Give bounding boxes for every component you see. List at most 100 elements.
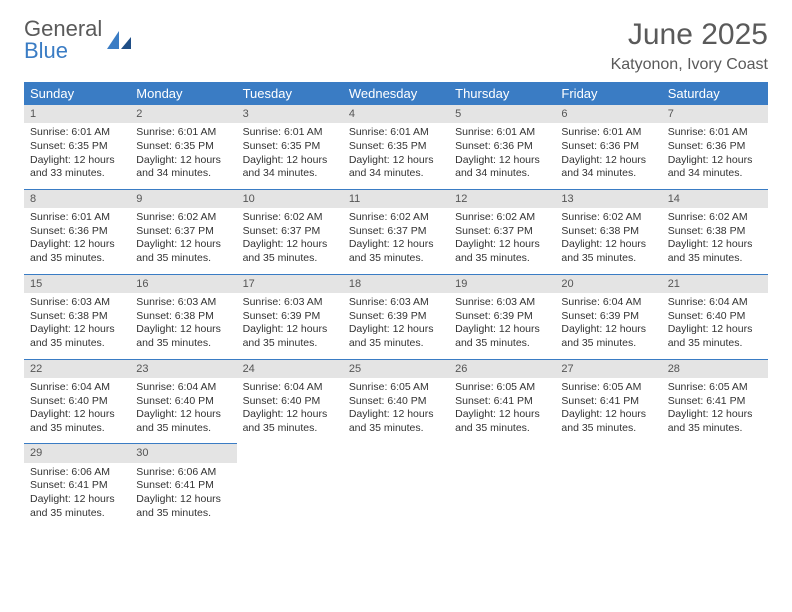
sunset-text: Sunset: 6:39 PM (455, 310, 549, 324)
daylight-text: Daylight: 12 hours and 35 minutes. (455, 408, 549, 435)
sunset-text: Sunset: 6:36 PM (30, 225, 124, 239)
sunset-text: Sunset: 6:38 PM (136, 310, 230, 324)
sunrise-text: Sunrise: 6:06 AM (136, 466, 230, 480)
day-body: Sunrise: 6:04 AMSunset: 6:40 PMDaylight:… (662, 293, 768, 359)
sunset-text: Sunset: 6:40 PM (30, 395, 124, 409)
daylight-text: Daylight: 12 hours and 35 minutes. (30, 408, 124, 435)
daylight-text: Daylight: 12 hours and 34 minutes. (455, 154, 549, 181)
calendar-cell: 18Sunrise: 6:03 AMSunset: 6:39 PMDayligh… (343, 274, 449, 359)
calendar-cell: 4Sunrise: 6:01 AMSunset: 6:35 PMDaylight… (343, 105, 449, 189)
brand-word2: Blue (24, 38, 68, 63)
sunset-text: Sunset: 6:41 PM (136, 479, 230, 493)
calendar-table: SundayMondayTuesdayWednesdayThursdayFrid… (24, 82, 768, 528)
day-number: 26 (449, 360, 555, 378)
day-body: Sunrise: 6:05 AMSunset: 6:41 PMDaylight:… (555, 378, 661, 444)
day-number: 6 (555, 105, 661, 123)
day-header: Monday (130, 82, 236, 105)
calendar-cell (555, 444, 661, 528)
calendar-cell: 6Sunrise: 6:01 AMSunset: 6:36 PMDaylight… (555, 105, 661, 189)
calendar-cell: 19Sunrise: 6:03 AMSunset: 6:39 PMDayligh… (449, 274, 555, 359)
sunset-text: Sunset: 6:37 PM (136, 225, 230, 239)
day-number: 22 (24, 360, 130, 378)
daylight-text: Daylight: 12 hours and 34 minutes. (349, 154, 443, 181)
calendar-cell: 14Sunrise: 6:02 AMSunset: 6:38 PMDayligh… (662, 189, 768, 274)
day-number: 12 (449, 190, 555, 208)
day-body: Sunrise: 6:05 AMSunset: 6:40 PMDaylight:… (343, 378, 449, 444)
calendar-week: 1Sunrise: 6:01 AMSunset: 6:35 PMDaylight… (24, 105, 768, 189)
sunset-text: Sunset: 6:37 PM (455, 225, 549, 239)
daylight-text: Daylight: 12 hours and 35 minutes. (668, 238, 762, 265)
sunset-text: Sunset: 6:40 PM (136, 395, 230, 409)
day-number: 17 (237, 275, 343, 293)
day-header-row: SundayMondayTuesdayWednesdayThursdayFrid… (24, 82, 768, 105)
sunrise-text: Sunrise: 6:02 AM (561, 211, 655, 225)
day-body: Sunrise: 6:05 AMSunset: 6:41 PMDaylight:… (662, 378, 768, 444)
day-body: Sunrise: 6:01 AMSunset: 6:35 PMDaylight:… (343, 123, 449, 189)
day-body: Sunrise: 6:06 AMSunset: 6:41 PMDaylight:… (24, 463, 130, 529)
day-number: 10 (237, 190, 343, 208)
brand-logo: General Blue (24, 18, 133, 62)
calendar-cell: 15Sunrise: 6:03 AMSunset: 6:38 PMDayligh… (24, 274, 130, 359)
day-body: Sunrise: 6:02 AMSunset: 6:38 PMDaylight:… (555, 208, 661, 274)
sunrise-text: Sunrise: 6:02 AM (243, 211, 337, 225)
calendar-cell (237, 444, 343, 528)
day-body: Sunrise: 6:04 AMSunset: 6:40 PMDaylight:… (130, 378, 236, 444)
day-body: Sunrise: 6:03 AMSunset: 6:39 PMDaylight:… (449, 293, 555, 359)
day-number: 30 (130, 444, 236, 462)
calendar-cell: 1Sunrise: 6:01 AMSunset: 6:35 PMDaylight… (24, 105, 130, 189)
daylight-text: Daylight: 12 hours and 35 minutes. (243, 323, 337, 350)
calendar-week: 22Sunrise: 6:04 AMSunset: 6:40 PMDayligh… (24, 359, 768, 444)
day-header: Friday (555, 82, 661, 105)
day-body: Sunrise: 6:01 AMSunset: 6:35 PMDaylight:… (237, 123, 343, 189)
day-number: 24 (237, 360, 343, 378)
day-body: Sunrise: 6:01 AMSunset: 6:35 PMDaylight:… (24, 123, 130, 189)
calendar-cell: 8Sunrise: 6:01 AMSunset: 6:36 PMDaylight… (24, 189, 130, 274)
daylight-text: Daylight: 12 hours and 35 minutes. (349, 408, 443, 435)
calendar-cell: 20Sunrise: 6:04 AMSunset: 6:39 PMDayligh… (555, 274, 661, 359)
sunset-text: Sunset: 6:38 PM (668, 225, 762, 239)
sunrise-text: Sunrise: 6:02 AM (668, 211, 762, 225)
day-number: 5 (449, 105, 555, 123)
day-body: Sunrise: 6:01 AMSunset: 6:36 PMDaylight:… (662, 123, 768, 189)
calendar-cell: 27Sunrise: 6:05 AMSunset: 6:41 PMDayligh… (555, 359, 661, 444)
day-number: 1 (24, 105, 130, 123)
calendar-cell: 12Sunrise: 6:02 AMSunset: 6:37 PMDayligh… (449, 189, 555, 274)
day-body: Sunrise: 6:02 AMSunset: 6:37 PMDaylight:… (449, 208, 555, 274)
day-number: 15 (24, 275, 130, 293)
brand-text: General Blue (24, 18, 102, 62)
sunset-text: Sunset: 6:41 PM (30, 479, 124, 493)
sunrise-text: Sunrise: 6:05 AM (668, 381, 762, 395)
sunset-text: Sunset: 6:37 PM (349, 225, 443, 239)
day-number: 28 (662, 360, 768, 378)
calendar-week: 8Sunrise: 6:01 AMSunset: 6:36 PMDaylight… (24, 189, 768, 274)
sunrise-text: Sunrise: 6:05 AM (561, 381, 655, 395)
daylight-text: Daylight: 12 hours and 35 minutes. (561, 238, 655, 265)
sunrise-text: Sunrise: 6:01 AM (561, 126, 655, 140)
calendar-cell: 10Sunrise: 6:02 AMSunset: 6:37 PMDayligh… (237, 189, 343, 274)
logo-sail-icon (105, 29, 133, 51)
calendar-cell: 9Sunrise: 6:02 AMSunset: 6:37 PMDaylight… (130, 189, 236, 274)
day-body: Sunrise: 6:04 AMSunset: 6:40 PMDaylight:… (24, 378, 130, 444)
calendar-cell: 25Sunrise: 6:05 AMSunset: 6:40 PMDayligh… (343, 359, 449, 444)
title-block: June 2025 Katyonon, Ivory Coast (611, 18, 768, 74)
calendar-cell: 26Sunrise: 6:05 AMSunset: 6:41 PMDayligh… (449, 359, 555, 444)
day-body: Sunrise: 6:06 AMSunset: 6:41 PMDaylight:… (130, 463, 236, 529)
day-header: Sunday (24, 82, 130, 105)
page: General Blue June 2025 Katyonon, Ivory C… (0, 0, 792, 546)
calendar-cell: 28Sunrise: 6:05 AMSunset: 6:41 PMDayligh… (662, 359, 768, 444)
calendar-cell: 23Sunrise: 6:04 AMSunset: 6:40 PMDayligh… (130, 359, 236, 444)
sunset-text: Sunset: 6:38 PM (30, 310, 124, 324)
sunrise-text: Sunrise: 6:01 AM (30, 211, 124, 225)
sunset-text: Sunset: 6:39 PM (349, 310, 443, 324)
sunrise-text: Sunrise: 6:04 AM (668, 296, 762, 310)
sunset-text: Sunset: 6:38 PM (561, 225, 655, 239)
calendar-cell: 16Sunrise: 6:03 AMSunset: 6:38 PMDayligh… (130, 274, 236, 359)
calendar-cell: 21Sunrise: 6:04 AMSunset: 6:40 PMDayligh… (662, 274, 768, 359)
sunset-text: Sunset: 6:41 PM (455, 395, 549, 409)
daylight-text: Daylight: 12 hours and 34 minutes. (668, 154, 762, 181)
sunrise-text: Sunrise: 6:01 AM (349, 126, 443, 140)
sunrise-text: Sunrise: 6:02 AM (455, 211, 549, 225)
daylight-text: Daylight: 12 hours and 35 minutes. (668, 323, 762, 350)
calendar-cell: 2Sunrise: 6:01 AMSunset: 6:35 PMDaylight… (130, 105, 236, 189)
daylight-text: Daylight: 12 hours and 34 minutes. (136, 154, 230, 181)
